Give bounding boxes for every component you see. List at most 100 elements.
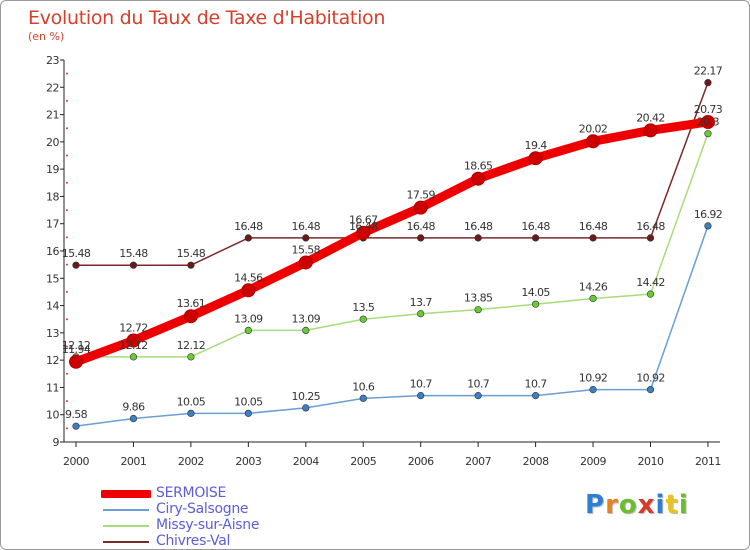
point-missy-sur-aisne — [474, 306, 482, 314]
point-sermoise — [126, 333, 141, 348]
legend-swatch-chivres-val — [103, 541, 149, 543]
data-label-missy-sur-aisne: 13.09 — [292, 312, 321, 325]
data-label-chivres-val: 15.48 — [119, 247, 148, 260]
point-sermoise — [69, 354, 83, 369]
x-tick-label: 2007 — [465, 455, 491, 468]
legend-label-sermoise: SERMOISE — [156, 485, 227, 501]
data-label-missy-sur-aisne: 13.7 — [410, 296, 433, 309]
data-label-sermoise: 20.02 — [579, 122, 608, 135]
y-tick-label: 19 — [46, 163, 59, 176]
point-sermoise — [356, 225, 371, 240]
point-sermoise — [413, 200, 428, 215]
point-sermoise — [183, 309, 198, 324]
series-line-missy-sur-aisne — [75, 132, 709, 358]
data-label-sermoise: 19.4 — [525, 139, 548, 152]
point-missy-sur-aisne — [187, 353, 195, 361]
point-chivres-val — [417, 234, 425, 242]
y-tick-label: 23 — [46, 54, 59, 67]
data-label-sermoise: 20.73 — [694, 103, 723, 116]
point-missy-sur-aisne — [704, 130, 712, 138]
y-minor-tick — [66, 263, 68, 266]
x-tick-label: 2010 — [638, 455, 664, 468]
data-label-ciry-salsogne: 10.7 — [525, 378, 548, 391]
data-label-missy-sur-aisne: 12.12 — [62, 339, 91, 352]
data-label-sermoise: 18.65 — [464, 160, 493, 173]
series-line-sermoise — [71, 117, 713, 367]
data-label-missy-sur-aisne: 12.12 — [177, 339, 206, 352]
point-sermoise — [643, 123, 658, 138]
point-ciry-salsogne — [302, 404, 310, 412]
data-label-ciry-salsogne: 10.92 — [636, 372, 665, 385]
logo-letter: i — [655, 490, 666, 520]
point-chivres-val — [646, 234, 655, 242]
y-tick-label: 22 — [46, 81, 59, 94]
point-ciry-salsogne — [589, 386, 597, 394]
logo-letter: i — [678, 490, 689, 520]
axes: 9 10 11 12 13 14 15 16 17 18 19 20 21 22 23 2000 2001 200… — [46, 54, 721, 468]
x-tick-label: 2001 — [120, 455, 146, 468]
series-lines — [69, 79, 715, 430]
point-ciry-salsogne — [417, 392, 425, 400]
data-label-missy-sur-aisne: 13.5 — [352, 301, 375, 314]
data-label-sermoise: 13.61 — [177, 297, 206, 310]
point-missy-sur-aisne — [359, 315, 367, 323]
y-tick-label: 18 — [46, 190, 59, 203]
point-missy-sur-aisne — [531, 300, 540, 308]
x-tick-label: 2004 — [293, 455, 319, 468]
y-tick-label: 13 — [46, 327, 59, 340]
point-sermoise — [700, 114, 715, 129]
point-ciry-salsogne — [474, 392, 482, 400]
point-chivres-val — [589, 234, 597, 242]
logo-letter: x — [637, 490, 656, 520]
data-label-ciry-salsogne: 10.7 — [467, 378, 490, 391]
y-tick-label: 21 — [46, 109, 59, 122]
y-minor-tick — [66, 400, 68, 403]
y-tick-label: 12 — [46, 354, 59, 367]
y-minor-tick — [66, 209, 68, 212]
point-missy-sur-aisne — [589, 294, 597, 303]
point-missy-sur-aisne — [417, 310, 425, 318]
data-label-missy-sur-aisne: 13.09 — [234, 312, 263, 325]
point-chivres-val — [474, 234, 482, 242]
data-label-chivres-val: 22.17 — [694, 65, 723, 78]
data-label-sermoise: 20.42 — [636, 111, 665, 124]
y-minor-tick — [66, 236, 68, 239]
y-minor-tick — [66, 99, 68, 102]
y-minor-tick — [66, 372, 68, 375]
point-chivres-val — [704, 79, 712, 87]
y-minor-tick — [66, 154, 68, 157]
y-tick-label: 11 — [46, 381, 59, 394]
y-tick-label: 14 — [46, 300, 59, 313]
data-label-sermoise: 15.58 — [292, 243, 321, 256]
data-label-sermoise: 16.67 — [349, 214, 378, 227]
data-label-missy-sur-aisne: 12.12 — [119, 339, 148, 352]
point-sermoise — [471, 171, 486, 186]
y-minor-tick — [66, 290, 68, 293]
point-ciry-salsogne — [359, 394, 367, 402]
logo-letter: t — [665, 490, 679, 520]
data-label-chivres-val: 16.48 — [464, 220, 493, 233]
legend-swatch-sermoise — [101, 490, 151, 498]
data-label-ciry-salsogne: 10.25 — [292, 390, 321, 403]
data-label-ciry-salsogne: 16.92 — [694, 208, 723, 221]
point-ciry-salsogne — [704, 222, 712, 230]
y-minor-tick — [66, 427, 68, 430]
legend-swatch-ciry-salsogne — [103, 509, 149, 511]
data-label-chivres-val: 16.48 — [406, 220, 435, 233]
x-tick-label: 2000 — [63, 455, 89, 468]
point-missy-sur-aisne — [129, 353, 138, 361]
chart-subtitle: (en %) — [28, 30, 65, 43]
data-label-missy-sur-aisne: 20.3 — [697, 116, 720, 129]
data-label-sermoise: 17.59 — [406, 189, 435, 202]
data-label-sermoise: 11.94 — [62, 343, 91, 356]
data-label-missy-sur-aisne: 13.85 — [464, 292, 493, 305]
point-chivres-val — [129, 261, 138, 269]
y-tick-label: 20 — [46, 136, 59, 149]
x-tick-label: 2009 — [580, 455, 606, 468]
y-tick-label: 16 — [46, 245, 59, 258]
data-label-ciry-salsogne: 10.6 — [352, 380, 375, 393]
logo-letter: r — [605, 490, 619, 520]
data-label-chivres-val: 16.48 — [292, 220, 321, 233]
